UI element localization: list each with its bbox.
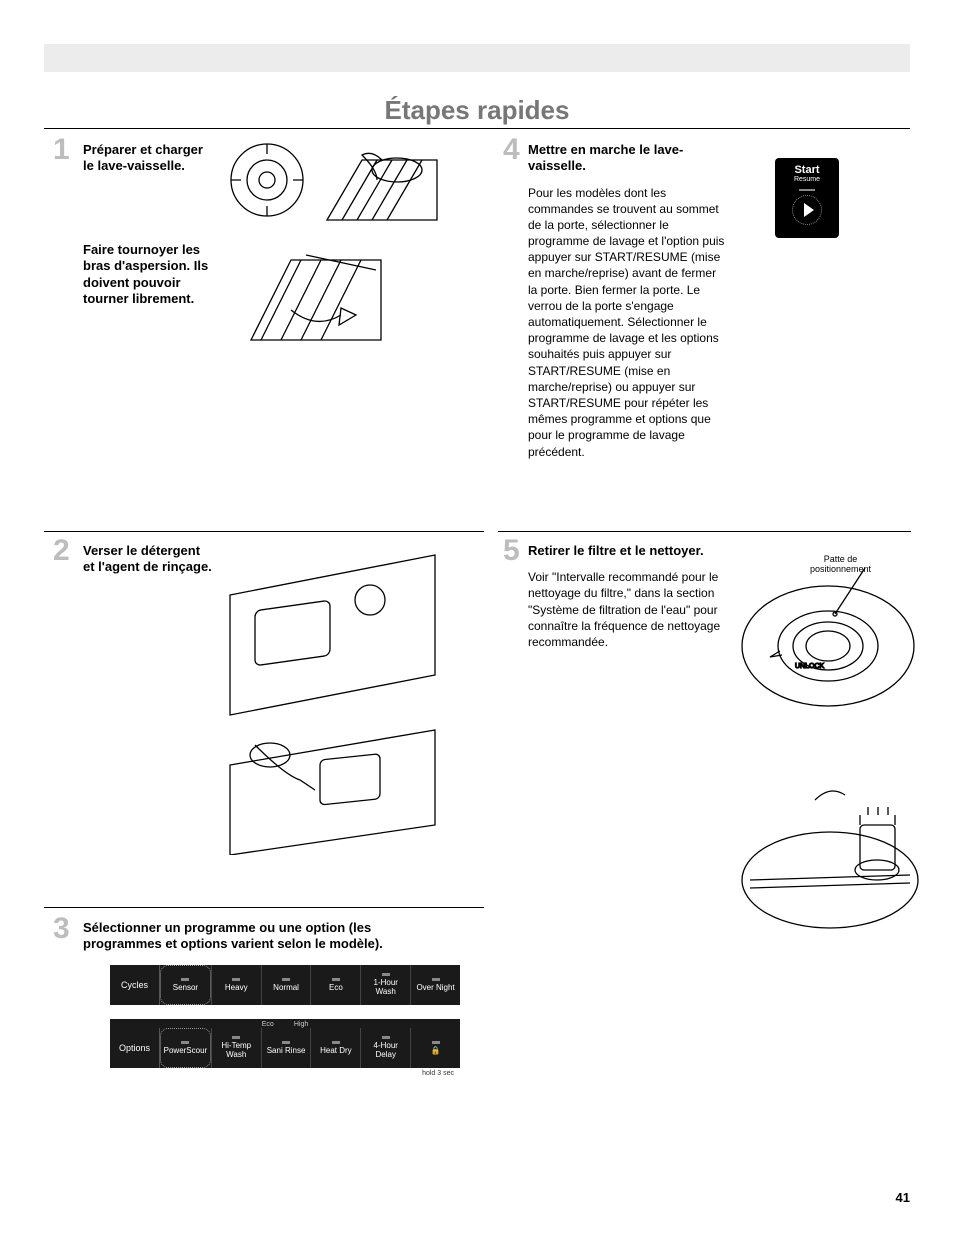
detergent-illustration (225, 545, 441, 855)
panel-row-label: Cycles (110, 965, 160, 1005)
step-heading: Préparer et charger le lave-vaisselle. (83, 142, 213, 175)
step-number: 5 (503, 536, 520, 566)
panel-row-label: Options (110, 1028, 160, 1068)
cycle-button: 1-Hour Wash (360, 965, 410, 1005)
option-button: 4-Hour Delay (360, 1028, 410, 1068)
header-bar (44, 44, 910, 72)
cycle-button: Heavy (211, 965, 261, 1005)
start-button-illustration: Start Resume (775, 158, 839, 238)
page-number: 41 (896, 1190, 910, 1205)
filter-remove-illustration (740, 770, 920, 930)
step-number: 3 (53, 914, 70, 944)
step-subheading: Faire tournoyer les bras d'aspersion. Il… (83, 242, 213, 307)
cycle-button: Over Night (410, 965, 460, 1005)
cycle-button: Eco (310, 965, 360, 1005)
svg-text:UNLOCK: UNLOCK (795, 663, 825, 670)
step-text: Mettre en marche le lave-vaisselle. Pour… (528, 142, 728, 460)
cycle-button: Sensor (160, 965, 211, 1005)
cycle-button: Normal (261, 965, 311, 1005)
filter-top-illustration: UNLOCK (740, 546, 920, 716)
step-number: 4 (503, 135, 520, 165)
step-heading: Verser le détergent et l'agent de rinçag… (83, 543, 213, 576)
step-body: Voir "Intervalle recommandé pour le nett… (528, 569, 728, 650)
heat-dry-label: Eco (262, 1021, 274, 1028)
hold-note: hold 3 sec (110, 1068, 460, 1077)
lock-button: 🔒 (410, 1028, 460, 1068)
step-body: Pour les modèles dont les commandes se t… (528, 185, 728, 460)
control-panel-illustration: Cycles Sensor Heavy Normal Eco 1-Hour Wa… (110, 965, 460, 1077)
step-number: 1 (53, 135, 70, 165)
spray-arm-illustration (231, 230, 388, 356)
play-icon (792, 195, 822, 225)
options-panel: Eco High Options PowerScour Hi-Temp Wash… (110, 1019, 460, 1068)
option-button: Hi-Temp Wash (211, 1028, 261, 1068)
divider (44, 907, 484, 908)
cycles-panel: Cycles Sensor Heavy Normal Eco 1-Hour Wa… (110, 965, 460, 1005)
option-button: PowerScour (160, 1028, 211, 1068)
option-button: Sani Rinse (261, 1028, 311, 1068)
divider (44, 128, 910, 129)
page-title: Étapes rapides (0, 95, 954, 126)
option-button: Heat Dry (310, 1028, 360, 1068)
step-heading: Mettre en marche le lave-vaisselle. (528, 142, 728, 175)
rinse-aid-illustration (225, 140, 309, 220)
step-heading: Retirer le filtre et le nettoyer. (528, 543, 728, 559)
step-text: Retirer le filtre et le nettoyer. Voir "… (528, 543, 728, 650)
divider (44, 531, 484, 532)
loading-illustration (322, 140, 442, 226)
divider (498, 531, 911, 532)
step-number: 2 (53, 536, 70, 566)
heat-dry-label: High (294, 1021, 308, 1028)
start-label: Start (794, 164, 819, 176)
resume-label: Resume (794, 176, 820, 183)
step-heading: Sélectionner un programme ou une option … (83, 920, 453, 953)
